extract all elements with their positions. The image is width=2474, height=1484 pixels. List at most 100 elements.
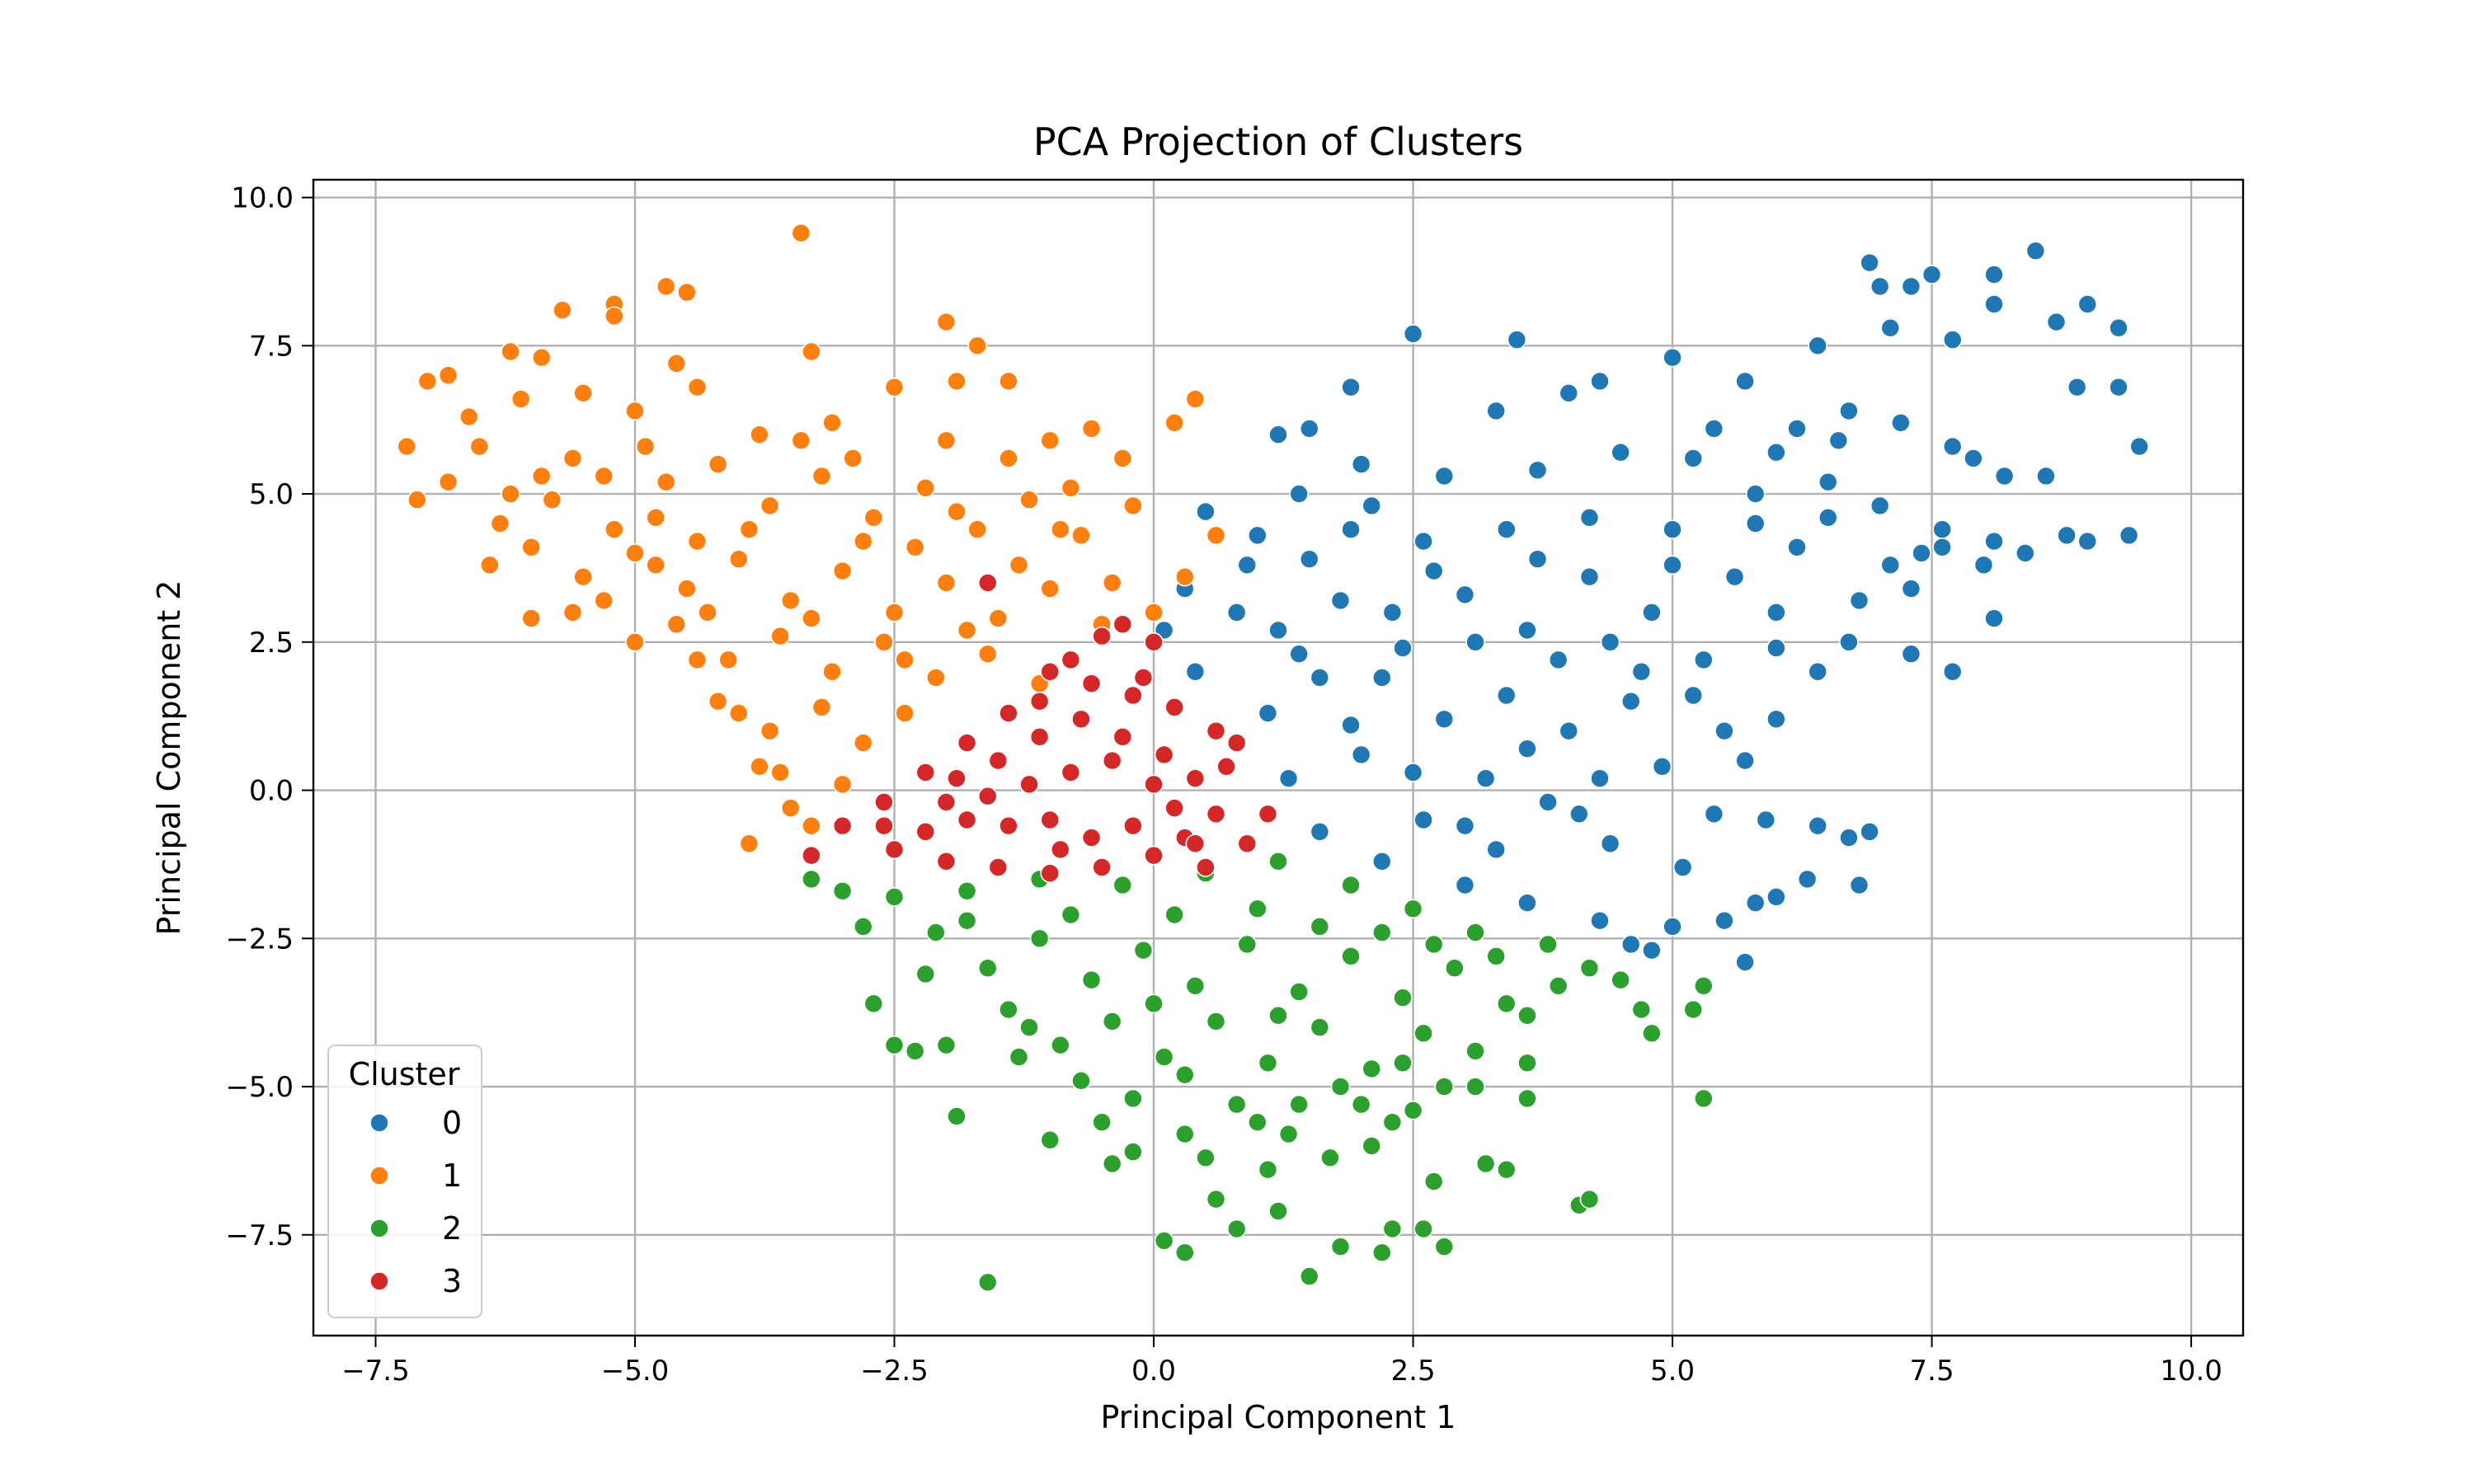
data-point: [832, 815, 853, 836]
data-point: [1123, 495, 1143, 516]
data-point: [407, 490, 427, 510]
data-point: [542, 490, 562, 510]
data-point: [1061, 904, 1081, 925]
data-point: [1496, 685, 1517, 706]
series-0: [1154, 241, 2149, 972]
legend-box: [327, 1045, 482, 1318]
data-point: [687, 650, 708, 670]
data-point: [977, 958, 998, 979]
data-point: [1434, 1237, 1455, 1256]
data-point: [1164, 798, 1184, 818]
data-point: [1579, 1189, 1600, 1209]
data-point: [1164, 904, 1184, 925]
data-point: [905, 1041, 925, 1061]
data-point: [895, 650, 915, 670]
data-point: [1185, 661, 1206, 682]
series-3: [802, 573, 1278, 883]
data-point: [760, 495, 780, 516]
legend-entries: 0 1 2 3: [369, 1105, 462, 1299]
x-tick-label: 7.5: [1910, 1355, 1954, 1388]
data-point: [1579, 508, 1600, 528]
data-point: [1102, 1153, 1122, 1174]
data-point: [1019, 1017, 1039, 1037]
data-point: [1061, 650, 1081, 670]
data-point: [1538, 934, 1558, 955]
legend-label: 1: [442, 1158, 462, 1194]
data-point: [999, 371, 1018, 392]
data-point: [1694, 976, 1714, 996]
data-point: [895, 703, 915, 723]
data-point: [718, 650, 739, 670]
data-point: [811, 466, 832, 486]
data-point: [988, 608, 1009, 628]
data-point: [1040, 1129, 1061, 1150]
data-point: [1663, 347, 1682, 368]
data-point: [791, 223, 811, 243]
data-point: [1631, 999, 1652, 1020]
data-point: [1569, 804, 1589, 824]
data-point: [2109, 317, 2128, 338]
data-point: [1237, 555, 1258, 575]
data-point: [1465, 1077, 1485, 1097]
data-point: [1112, 875, 1133, 895]
data-point: [1351, 1094, 1371, 1115]
data-point: [1102, 1012, 1122, 1031]
data-point: [1475, 1153, 1496, 1174]
data-point: [770, 763, 790, 782]
data-point: [687, 377, 708, 397]
data-point: [1465, 923, 1485, 942]
data-point: [1393, 638, 1413, 658]
data-point: [1839, 401, 1859, 421]
legend-marker: [369, 1271, 389, 1291]
data-point: [1631, 661, 1652, 682]
data-point: [1029, 691, 1050, 711]
data-point: [1517, 1005, 1537, 1026]
data-point: [1092, 857, 1112, 877]
data-point: [594, 590, 614, 611]
data-point: [1258, 703, 1278, 723]
data-point: [1548, 650, 1569, 670]
data-point: [947, 768, 967, 788]
data-point: [1216, 756, 1236, 777]
data-point: [1299, 1266, 1319, 1286]
data-point: [1423, 561, 1444, 581]
data-point: [1880, 555, 1901, 575]
data-point: [1455, 815, 1475, 836]
data-point: [1704, 804, 1724, 824]
data-point: [1330, 1077, 1351, 1097]
data-point: [1745, 893, 1766, 913]
data-point: [1372, 668, 1392, 688]
data-point: [1341, 377, 1361, 397]
data-point: [1507, 330, 1527, 350]
data-point: [1341, 519, 1361, 539]
data-point: [1351, 454, 1371, 474]
data-point: [1185, 768, 1206, 788]
data-point: [1206, 525, 1226, 546]
x-tick-label: −2.5: [860, 1355, 929, 1388]
data-point: [967, 336, 987, 356]
data-point: [1849, 875, 1870, 895]
data-point: [1081, 828, 1102, 848]
data-point: [988, 750, 1009, 771]
data-point: [1206, 1012, 1226, 1031]
data-point: [1196, 501, 1216, 522]
data-point: [1248, 1112, 1268, 1132]
data-point: [510, 389, 531, 409]
data-point: [1663, 555, 1682, 575]
data-point: [1258, 1053, 1278, 1073]
data-point: [1517, 739, 1537, 759]
data-point: [1206, 721, 1226, 741]
data-point: [1289, 982, 1309, 1002]
data-point: [1310, 917, 1330, 937]
data-point: [1839, 828, 1859, 848]
data-point: [480, 555, 500, 575]
data-point: [1289, 1094, 1309, 1115]
data-point: [967, 519, 987, 539]
data-point: [1901, 644, 1921, 664]
data-point: [1735, 371, 1755, 392]
data-point: [1154, 1047, 1174, 1067]
x-tick-label: 10.0: [2160, 1355, 2222, 1388]
data-point: [853, 531, 873, 552]
data-point: [1164, 697, 1184, 717]
data-point: [490, 514, 510, 533]
